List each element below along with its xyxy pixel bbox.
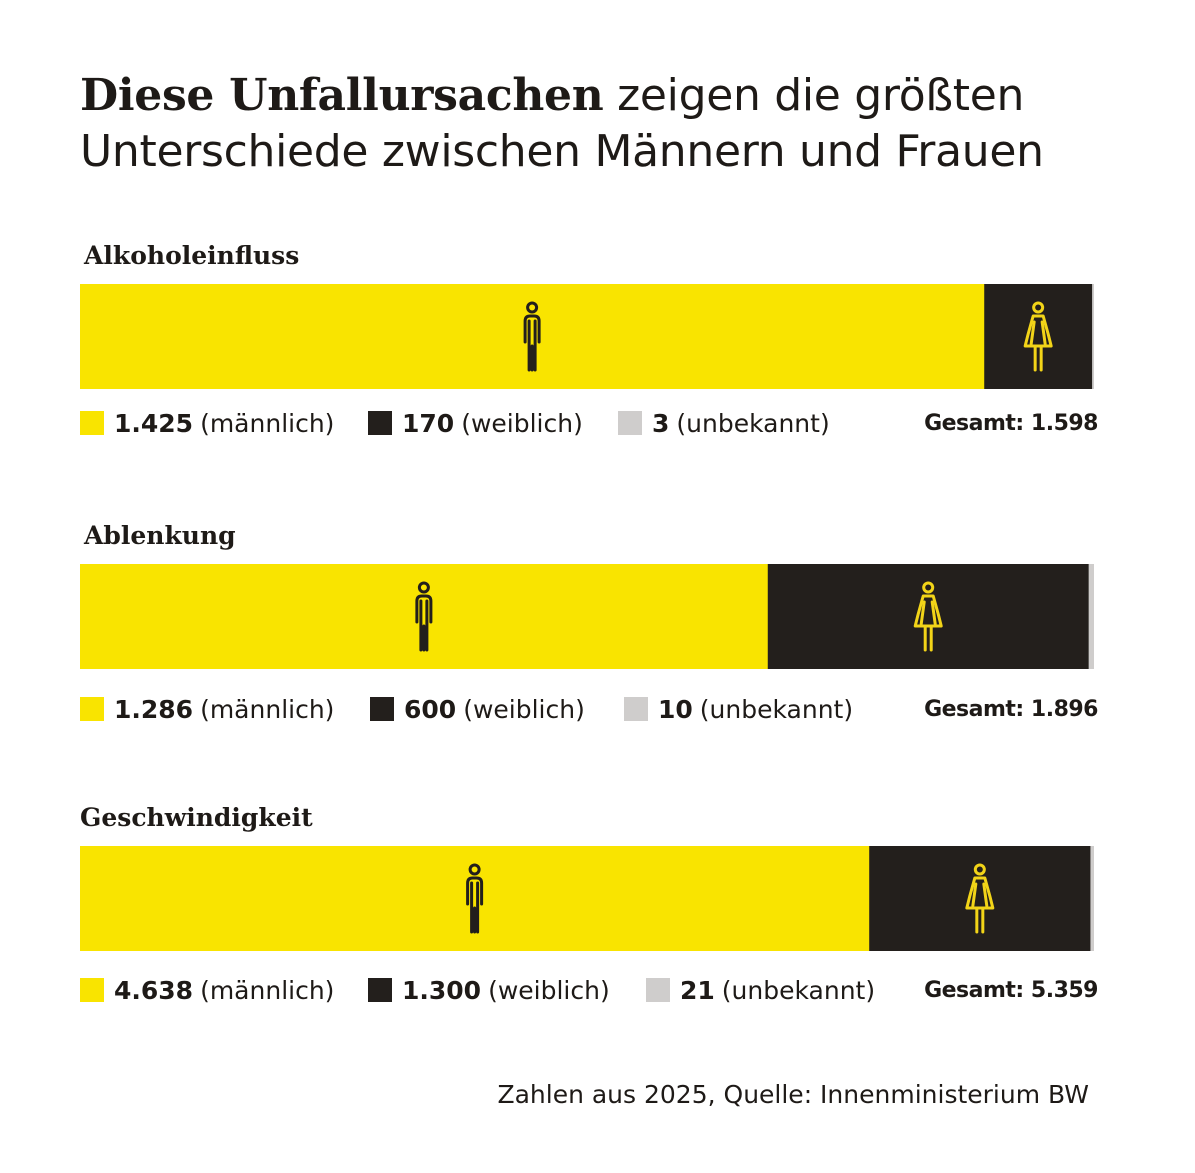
legend-swatch-female: [370, 697, 394, 721]
chart-title: Diese Unfallursachen zeigen die größten …: [80, 68, 1160, 180]
legend-label-female: (weiblich): [463, 694, 585, 724]
legend-item-female: 600 (weiblich): [370, 691, 585, 727]
section-title: Alkoholeinfluss: [84, 241, 300, 270]
legend-swatch-female: [368, 411, 392, 435]
legend-swatch-male: [80, 978, 104, 1002]
legend-value-male: 1.425: [114, 408, 194, 438]
legend-item-male: 4.638 (männlich): [80, 972, 334, 1008]
bar-segment-unknown: [1092, 284, 1094, 389]
chart-title-strong: Diese Unfallursachen: [80, 70, 604, 121]
female-figure-icon: [913, 581, 943, 652]
total-ablenkung: Gesamt: 1.896: [924, 691, 1098, 727]
bar-segment-male: [80, 284, 985, 389]
legend-label-male: (männlich): [200, 694, 335, 724]
total-value: 5.359: [1030, 977, 1099, 1003]
legend-swatch-male: [80, 411, 104, 435]
legend-label-unknown: (unbekannt): [699, 694, 854, 724]
chart-title-rest: zeigen die größten Unterschiede zwischen…: [80, 70, 1044, 177]
male-figure-icon: [466, 863, 484, 934]
legend-alkohol: 1.425 (männlich) 170 (weiblich) 3 (unbek…: [80, 405, 1100, 441]
legend-swatch-unknown: [646, 978, 670, 1002]
male-figure-icon: [415, 581, 433, 652]
legend-item-unknown: 3 (unbekannt): [618, 405, 830, 441]
bar-segment-male: [80, 564, 769, 669]
legend-value-female: 600: [404, 694, 457, 724]
total-label: Gesamt:: [924, 696, 1024, 722]
legend-label-female: (weiblich): [461, 408, 583, 438]
total-label: Gesamt:: [924, 410, 1024, 436]
legend-value-unknown: 10: [658, 694, 693, 724]
legend-label-male: (männlich): [200, 408, 335, 438]
legend-item-male: 1.286 (männlich): [80, 691, 334, 727]
bar-segment-female: [984, 284, 1093, 389]
bar-segment-male: [80, 846, 870, 951]
legend-value-male: 4.638: [114, 975, 194, 1005]
total-alkohol: Gesamt: 1.598: [924, 405, 1098, 441]
legend-label-female: (weiblich): [488, 975, 610, 1005]
bar-segment-female: [767, 564, 1090, 669]
total-label: Gesamt:: [924, 977, 1024, 1003]
female-figure-icon: [965, 863, 995, 934]
stacked-bar-ablenkung: [80, 564, 1094, 669]
chart-section-geschwindigkeit: Geschwindigkeit 4.638 (männlich) 1.300 (…: [80, 800, 1100, 1010]
legend-swatch-unknown: [618, 411, 642, 435]
bar-segment-unknown: [1088, 564, 1094, 669]
total-value: 1.896: [1030, 696, 1099, 722]
total-geschwindigkeit: Gesamt: 5.359: [924, 972, 1098, 1008]
legend-value-unknown: 3: [652, 408, 670, 438]
stacked-bar-alkohol: [80, 284, 1094, 389]
total-value: 1.598: [1030, 410, 1099, 436]
legend-swatch-male: [80, 697, 104, 721]
source-note: Zahlen aus 2025, Quelle: Innenministeriu…: [497, 1080, 1089, 1109]
legend-label-unknown: (unbekannt): [676, 408, 830, 438]
legend-item-female: 1.300 (weiblich): [368, 972, 610, 1008]
legend-value-male: 1.286: [114, 694, 194, 724]
bar-segment-unknown: [1090, 846, 1094, 951]
legend-value-female: 1.300: [402, 975, 482, 1005]
legend-ablenkung: 1.286 (männlich) 600 (weiblich) 10 (unbe…: [80, 691, 1100, 727]
female-figure-icon: [1023, 301, 1053, 372]
section-title: Ablenkung: [84, 521, 236, 550]
legend-item-male: 1.425 (männlich): [80, 405, 334, 441]
chart-section-alkohol: Alkoholeinfluss 1.425 (männlich) 170 (we…: [80, 238, 1100, 448]
stacked-bar-geschwindigkeit: [80, 846, 1094, 951]
legend-swatch-female: [368, 978, 392, 1002]
male-figure-icon: [523, 301, 541, 372]
legend-swatch-unknown: [624, 697, 648, 721]
legend-label-unknown: (unbekannt): [721, 975, 876, 1005]
legend-item-female: 170 (weiblich): [368, 405, 583, 441]
bar-segment-female: [869, 846, 1091, 951]
legend-item-unknown: 21 (unbekannt): [646, 972, 875, 1008]
legend-value-unknown: 21: [680, 975, 715, 1005]
legend-item-unknown: 10 (unbekannt): [624, 691, 853, 727]
legend-label-male: (männlich): [200, 975, 335, 1005]
legend-geschwindigkeit: 4.638 (männlich) 1.300 (weiblich) 21 (un…: [80, 972, 1100, 1008]
legend-value-female: 170: [402, 408, 455, 438]
section-title: Geschwindigkeit: [80, 803, 313, 832]
chart-section-ablenkung: Ablenkung 1.286 (männlich) 600 (weiblich…: [80, 518, 1100, 728]
